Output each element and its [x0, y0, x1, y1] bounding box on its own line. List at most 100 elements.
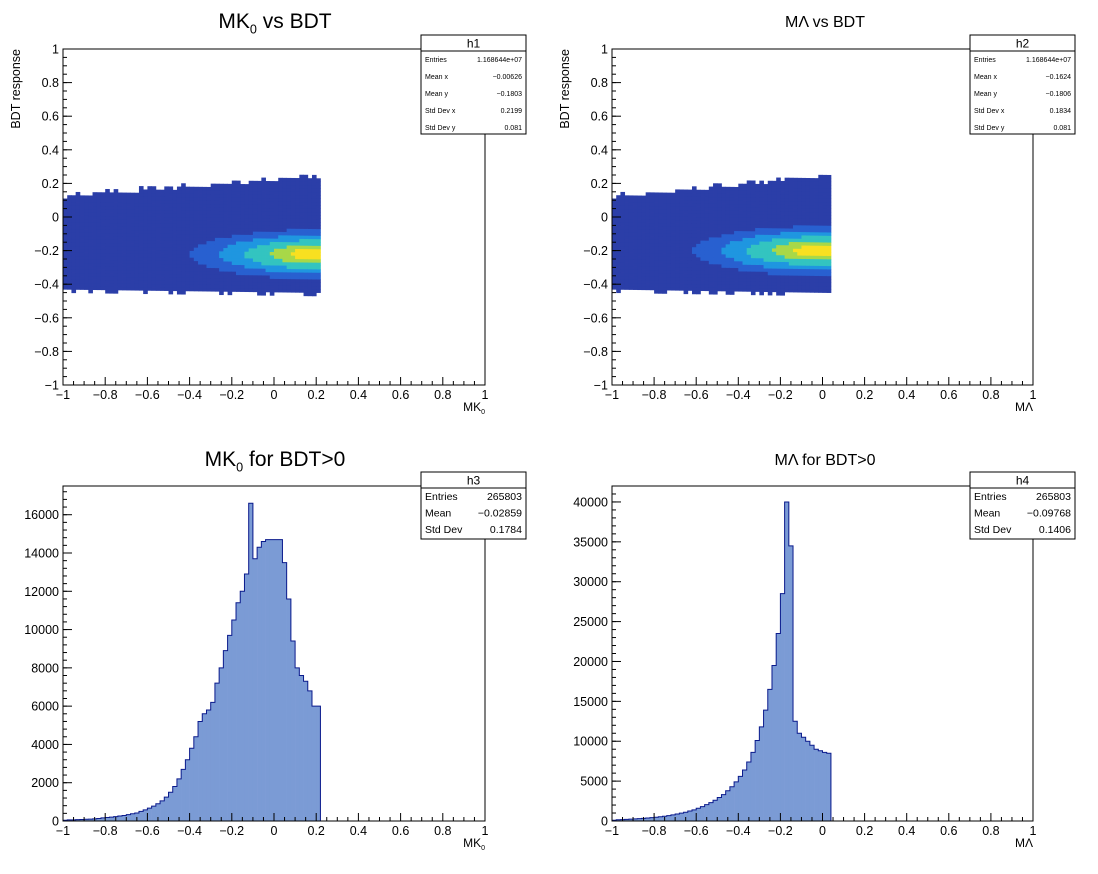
heatmap-cell — [784, 288, 790, 293]
heatmap-cell — [193, 193, 199, 198]
heatmap-cell — [181, 240, 186, 245]
heatmap-cell — [202, 223, 207, 228]
heatmap-cell — [704, 253, 710, 258]
heatmap-cell — [641, 242, 647, 247]
heatmap-cell — [763, 268, 769, 272]
heatmap-cell — [679, 202, 684, 207]
heatmap-cell — [620, 272, 626, 277]
heatmap-cell — [628, 279, 634, 284]
heatmap-cell — [79, 205, 85, 210]
heatmap-cell — [675, 283, 680, 288]
heatmap-cell — [155, 216, 161, 221]
heatmap-cell — [316, 215, 321, 220]
heatmap-cell — [160, 256, 165, 261]
heatmap-cell — [645, 242, 651, 247]
heatmap-cell — [189, 213, 195, 218]
heatmap-cell — [750, 234, 756, 239]
heatmap-cell — [620, 212, 626, 216]
heatmap-cell — [805, 258, 811, 263]
heatmap-cell — [734, 234, 739, 238]
heatmap-cell — [704, 203, 710, 208]
heatmap-cell — [788, 181, 794, 185]
heatmap-cell — [176, 273, 182, 278]
heatmap-cell — [88, 289, 93, 294]
heatmap-cell — [210, 244, 216, 248]
heatmap-cell — [227, 210, 233, 215]
heatmap-cell — [227, 288, 233, 292]
heatmap-cell — [295, 194, 300, 199]
heatmap-cell — [662, 246, 668, 251]
heatmap-cell — [231, 214, 237, 218]
heatmap-cell — [252, 254, 258, 259]
heatmap-cell — [286, 191, 292, 196]
heatmap-cell — [649, 252, 655, 257]
heatmap-cell — [198, 284, 203, 289]
heatmap-cell — [282, 282, 288, 286]
heatmap-cell — [286, 251, 292, 256]
heatmap-cell — [767, 231, 773, 235]
heatmap-cell — [143, 283, 148, 288]
heatmap-cell — [624, 242, 630, 247]
heatmap-cell — [721, 264, 727, 268]
heatmap-cell — [261, 187, 266, 192]
heatmap-cell — [92, 225, 98, 230]
heatmap-cell — [729, 270, 735, 275]
heatmap-cell — [248, 258, 254, 262]
heatmap-cell — [691, 256, 697, 261]
heatmap-cell — [809, 178, 815, 182]
heatmap-cell — [223, 274, 228, 279]
heatmap-cell — [134, 276, 140, 281]
heatmap-cell — [143, 196, 148, 200]
heatmap-cell — [763, 190, 769, 195]
heatmap-cell — [311, 289, 317, 293]
heatmap-cell — [616, 201, 621, 206]
heatmap-cell — [105, 225, 110, 230]
x-axis-label: MΛ — [1015, 836, 1033, 850]
heatmap-cell — [248, 194, 254, 198]
heatmap-cell — [299, 288, 304, 293]
heatmap-cell — [814, 178, 819, 182]
heatmap-cell — [244, 207, 250, 212]
heatmap-cell — [290, 225, 296, 229]
heatmap-cell — [143, 253, 148, 258]
y-tick-label: 0 — [52, 211, 59, 225]
heatmap-cell — [784, 261, 790, 266]
heatmap-cell — [713, 237, 718, 241]
heatmap-cell — [759, 241, 764, 245]
heatmap-cell — [67, 232, 72, 236]
heatmap-cell — [100, 209, 106, 213]
heatmap-cell — [282, 181, 288, 185]
heatmap-cell — [717, 193, 722, 198]
heatmap-cell — [776, 288, 781, 293]
y-axis-label: BDT response — [558, 49, 572, 129]
heatmap-cell — [683, 276, 689, 281]
heatmap-cell — [265, 194, 271, 199]
heatmap-cell — [628, 252, 634, 257]
heatmap-cell — [316, 178, 321, 183]
heatmap-cell — [704, 270, 710, 275]
heatmap-cell — [269, 244, 275, 249]
heatmap-cell — [189, 264, 195, 268]
heatmap-cell — [620, 242, 626, 247]
histogram-bar — [679, 813, 684, 821]
heatmap-cell — [117, 205, 123, 210]
heatmap-cell — [809, 235, 815, 239]
heatmap-cell — [654, 259, 659, 264]
y-tick-label: 0 — [52, 815, 59, 829]
heatmap-cell — [721, 257, 727, 262]
heatmap-cell — [210, 217, 216, 222]
heatmap-cell — [113, 226, 119, 230]
heatmap-cell — [244, 261, 250, 266]
heatmap-cell — [645, 266, 651, 271]
heatmap-cell — [780, 238, 786, 242]
heatmap-cell — [71, 265, 77, 270]
heatmap-cell — [219, 217, 224, 222]
heatmap-cell — [210, 254, 216, 258]
heatmap-cell — [160, 193, 165, 197]
heatmap-cell — [257, 278, 262, 283]
heatmap-cell — [311, 245, 317, 250]
heatmap-cell — [231, 254, 237, 259]
heatmap-cell — [63, 218, 68, 223]
heatmap-cell — [767, 247, 773, 252]
heatmap-cell — [189, 227, 195, 231]
